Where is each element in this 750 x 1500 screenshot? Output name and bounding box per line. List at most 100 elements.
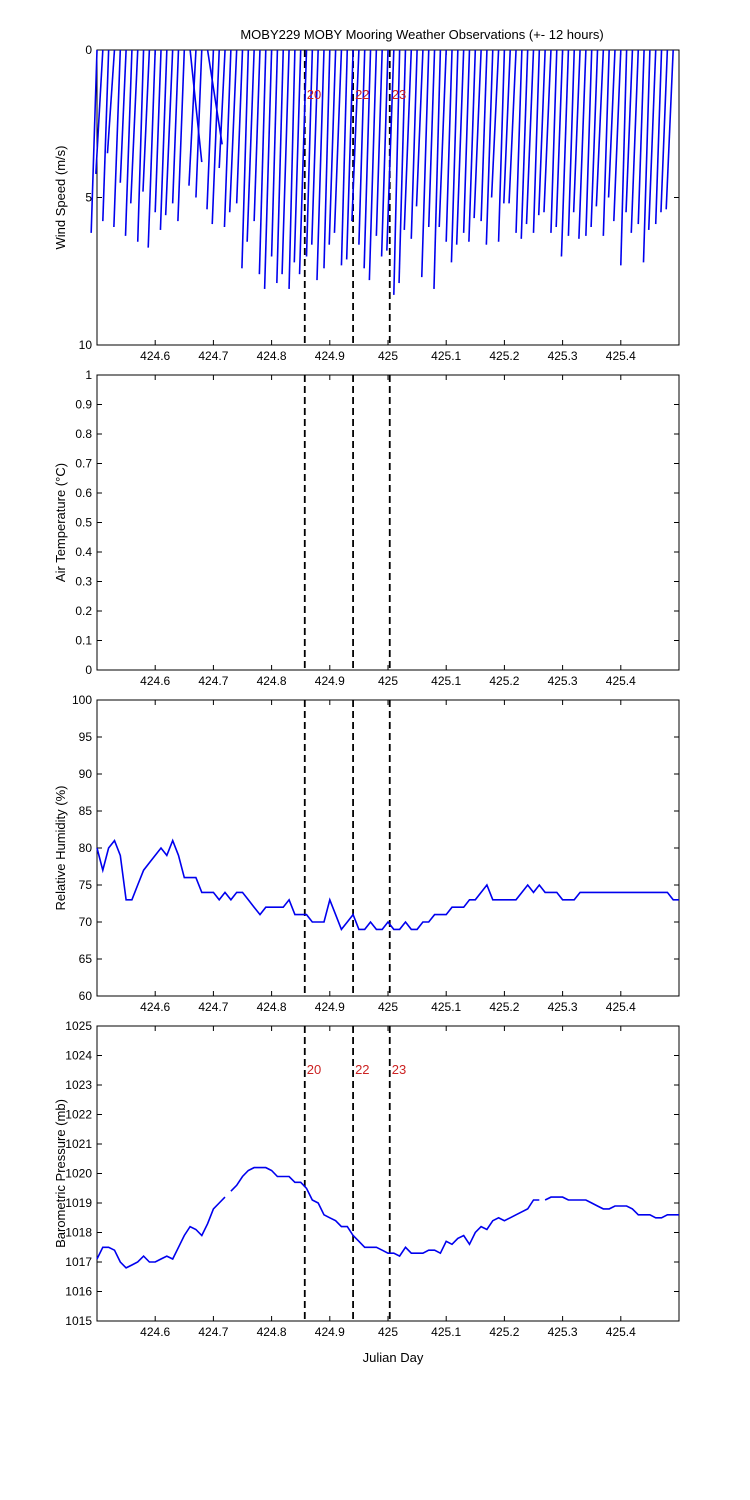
x-axis-label: Julian Day <box>363 1350 424 1365</box>
y-tick-label: 1025 <box>65 1019 92 1033</box>
wind-barb <box>258 49 267 275</box>
y-tick-label: 1022 <box>65 1108 92 1122</box>
wind-barb <box>455 49 465 245</box>
wind-barb <box>218 49 226 169</box>
x-tick-label: 424.6 <box>140 1325 170 1339</box>
x-tick-label: 424.6 <box>140 1000 170 1014</box>
y-tick-label: 0.5 <box>75 516 92 530</box>
wind-barb <box>211 49 221 225</box>
wind-barb <box>136 49 145 242</box>
x-tick-label: 425.3 <box>548 349 578 363</box>
event-label: 20 <box>307 87 321 102</box>
wind-barb <box>95 49 104 174</box>
y-tick-label: 1021 <box>65 1137 92 1151</box>
wind-barb <box>375 49 383 236</box>
y-tick-label: 1024 <box>65 1049 92 1063</box>
y-tick-label: 0.2 <box>75 604 92 618</box>
wind-barb <box>578 49 587 239</box>
y-tick-label: 1019 <box>65 1196 92 1210</box>
wind-barb <box>164 49 174 216</box>
y-tick-label: 0.6 <box>75 486 92 500</box>
wind-barb <box>171 49 180 204</box>
wind-barb <box>462 49 471 233</box>
wind-barb <box>298 49 308 275</box>
wind-barb <box>340 49 349 266</box>
y-tick-label: 100 <box>72 693 92 707</box>
y-tick-label: 75 <box>79 878 93 892</box>
wind-barb <box>223 49 232 228</box>
wind-barb <box>497 49 506 242</box>
wind-barb <box>508 49 517 204</box>
x-tick-label: 425.1 <box>431 674 461 688</box>
wind-barb <box>246 49 255 242</box>
y-tick-label: 1015 <box>65 1314 92 1328</box>
y-tick-label: 0.3 <box>75 575 92 589</box>
x-tick-label: 425.1 <box>431 1000 461 1014</box>
wind-barb <box>607 49 616 198</box>
wind-barb <box>515 49 523 233</box>
event-label: 20 <box>307 1062 321 1077</box>
wind-barb <box>276 49 285 284</box>
wind-barb <box>585 49 593 236</box>
wind-barb <box>637 49 645 225</box>
y-tick-label: 1023 <box>65 1078 92 1092</box>
y-tick-label: 0.4 <box>75 545 92 559</box>
wind-barb <box>503 49 512 204</box>
wind-barb <box>363 49 372 269</box>
x-tick-label: 424.6 <box>140 349 170 363</box>
x-tick-label: 425.2 <box>489 674 519 688</box>
x-tick-label: 424.7 <box>198 1000 228 1014</box>
plot-frame <box>96 374 680 671</box>
wind-barb <box>555 49 564 228</box>
wind-barb <box>129 49 139 204</box>
wind-barb <box>647 49 657 230</box>
wind-barb <box>177 49 186 222</box>
wind-barb <box>235 49 244 204</box>
wind-barb <box>410 49 418 239</box>
x-tick-label: 425.4 <box>606 1000 636 1014</box>
wind-barb <box>142 49 151 192</box>
y-tick-label: 5 <box>85 191 92 205</box>
wind-barb <box>625 49 634 213</box>
wind-barb <box>537 49 546 216</box>
wind-barb <box>525 49 535 225</box>
wind-barb <box>102 49 110 222</box>
x-tick-label: 425.3 <box>548 1325 578 1339</box>
y-tick-label: 0.9 <box>75 398 92 412</box>
y-tick-label: 1018 <box>65 1226 92 1240</box>
wind-barb <box>241 49 250 269</box>
y-tick-label: 1017 <box>65 1255 92 1269</box>
y-tick-label: 0.8 <box>75 427 92 441</box>
x-tick-label: 425.4 <box>606 1325 636 1339</box>
wind-barb <box>560 49 570 257</box>
x-tick-label: 425 <box>378 1325 398 1339</box>
wind-barb <box>393 49 401 295</box>
wind-barb <box>420 49 430 278</box>
wind-barb <box>630 49 640 233</box>
wind-barb <box>119 49 127 183</box>
event-label: 22 <box>355 87 369 102</box>
wind-barb <box>368 49 378 281</box>
x-tick-label: 425 <box>378 674 398 688</box>
wind-barb <box>485 49 494 245</box>
data-line <box>96 838 679 931</box>
wind-barb <box>543 49 552 213</box>
wind-barb <box>427 49 436 228</box>
wind-barb <box>480 49 488 222</box>
wind-barb <box>613 49 622 222</box>
wind-barb <box>310 49 319 245</box>
y-tick-label: 1020 <box>65 1167 92 1181</box>
x-tick-label: 425.2 <box>489 349 519 363</box>
plot-frame <box>96 1025 680 1322</box>
y-axis-label: Air Temperature (°C) <box>53 463 68 582</box>
panels: 424.6 424.7 424.8 424.9 425 425.1 425.2 425.3 42… <box>53 43 680 1339</box>
wind-barb <box>228 49 238 213</box>
x-tick-label: 425.1 <box>431 349 461 363</box>
wind-barb <box>590 49 599 228</box>
x-tick-label: 424.9 <box>315 1325 345 1339</box>
y-tick-label: 70 <box>79 915 93 929</box>
x-tick-label: 425.4 <box>606 674 636 688</box>
wind-barb <box>380 49 389 257</box>
wind-barb <box>602 49 610 236</box>
plot-frame <box>96 699 680 997</box>
